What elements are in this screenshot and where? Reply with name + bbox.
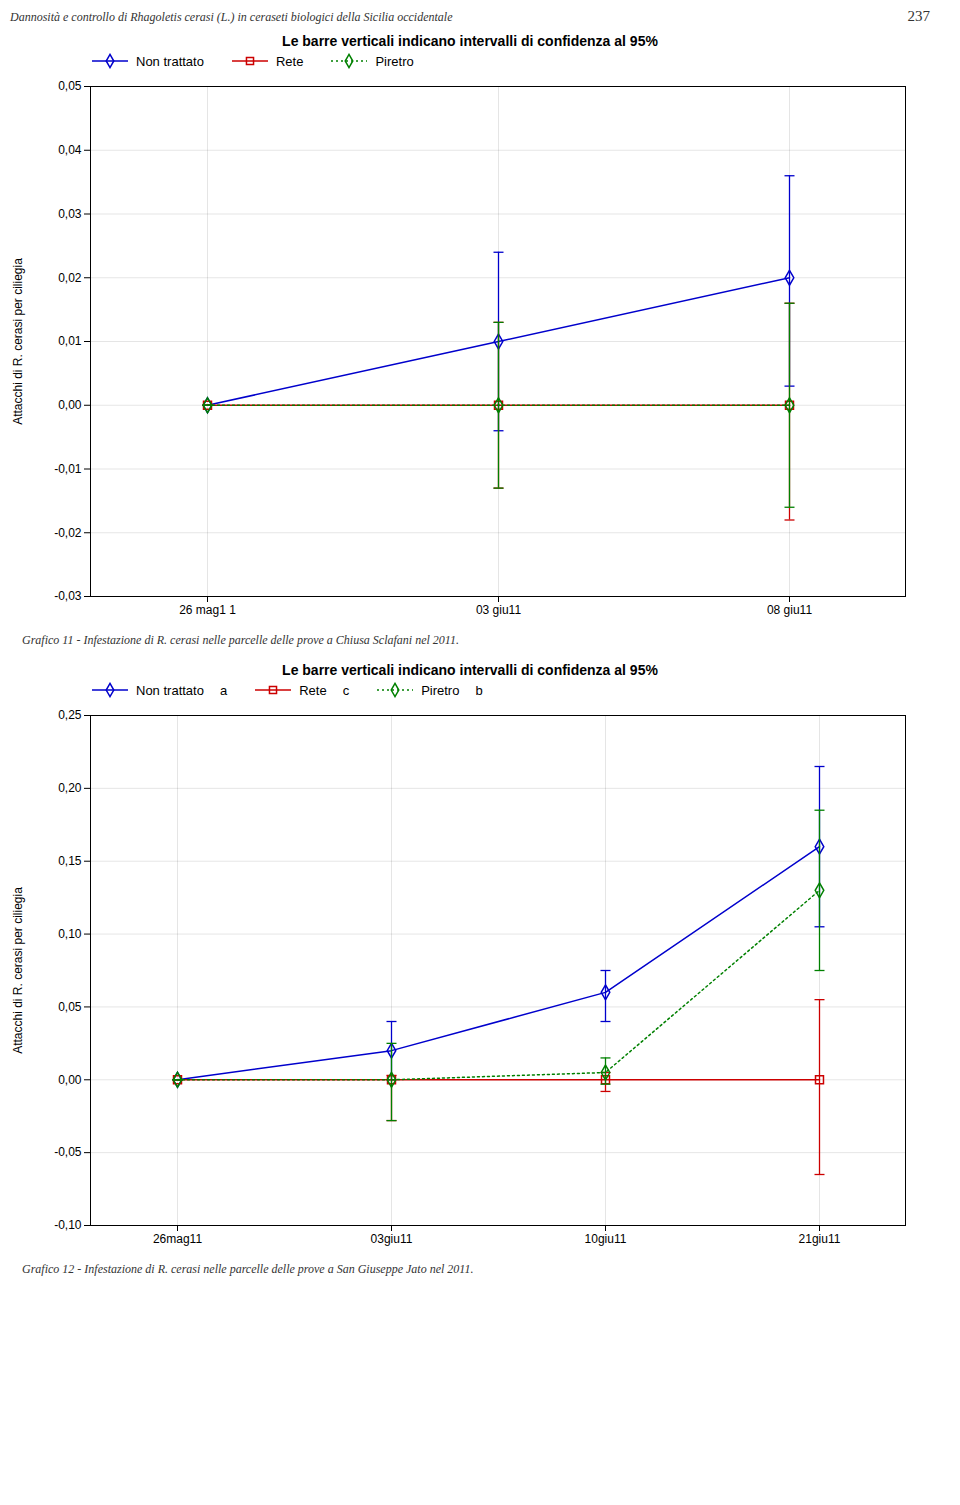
svg-text:-0,01: -0,01 bbox=[54, 462, 82, 476]
html-text:Non trattato: Non trattato bbox=[136, 682, 204, 698]
html-text:Piretro: Piretro bbox=[421, 682, 460, 698]
svg-text:03giu11: 03giu11 bbox=[371, 1232, 413, 1246]
html-text:Le barre verticali indicano in: Le barre verticali indicano intervalli d… bbox=[282, 662, 658, 678]
svg-text:0,01: 0,01 bbox=[58, 334, 82, 348]
svg-text:21giu11: 21giu11 bbox=[799, 1232, 841, 1246]
svg-text:03 giu11: 03 giu11 bbox=[476, 603, 521, 617]
html-text:237: 237 bbox=[907, 8, 930, 24]
svg-text:0,15: 0,15 bbox=[58, 854, 82, 868]
html-text:Non trattato: Non trattato bbox=[136, 53, 204, 69]
html-text:Grafico 12 - Infestazione di R: Grafico 12 - Infestazione di R. cerasi n… bbox=[22, 1262, 474, 1276]
svg-text:08 giu11: 08 giu11 bbox=[767, 603, 812, 617]
svg-text:10giu11: 10giu11 bbox=[585, 1232, 627, 1246]
svg-text:26mag11: 26mag11 bbox=[153, 1232, 202, 1246]
html-text:Piretro: Piretro bbox=[375, 53, 414, 69]
svg-text:26 mag1 1: 26 mag1 1 bbox=[179, 603, 236, 617]
html-text:Le barre verticali indicano in: Le barre verticali indicano intervalli d… bbox=[282, 33, 658, 49]
svg-text:0,20: 0,20 bbox=[58, 781, 82, 795]
html-text:Dannosità e controllo di Rhago: Dannosità e controllo di Rhagoletis cera… bbox=[10, 10, 453, 24]
svg-text:-0,03: -0,03 bbox=[54, 589, 82, 603]
svg-text:0,00: 0,00 bbox=[58, 1073, 82, 1087]
html-text:Rete: Rete bbox=[299, 682, 327, 698]
svg-text:0,05: 0,05 bbox=[58, 79, 82, 93]
svg-text:0,25: 0,25 bbox=[58, 708, 82, 722]
svg-text:0,04: 0,04 bbox=[58, 143, 82, 157]
html-text:a: a bbox=[219, 682, 228, 698]
html-text:b: b bbox=[475, 682, 483, 698]
svg-text:0,02: 0,02 bbox=[58, 271, 82, 285]
svg-text:Attacchi di R. cerasi per cili: Attacchi di R. cerasi per ciliegia bbox=[11, 258, 25, 425]
html-text:Rete: Rete bbox=[275, 53, 304, 69]
html-text:Grafico 11 - Infestazione di R: Grafico 11 - Infestazione di R. cerasi n… bbox=[22, 633, 459, 647]
svg-text:0,05: 0,05 bbox=[58, 1000, 82, 1014]
svg-text:-0,02: -0,02 bbox=[54, 526, 82, 540]
svg-text:-0,05: -0,05 bbox=[54, 1145, 82, 1159]
html-text:c: c bbox=[342, 682, 350, 698]
svg-text:0,10: 0,10 bbox=[58, 927, 82, 941]
svg-text:Attacchi di R. cerasi per cili: Attacchi di R. cerasi per ciliegia bbox=[11, 887, 25, 1054]
svg-text:-0,10: -0,10 bbox=[54, 1218, 82, 1232]
svg-text:0,00: 0,00 bbox=[58, 398, 82, 412]
svg-text:0,03: 0,03 bbox=[58, 207, 82, 221]
